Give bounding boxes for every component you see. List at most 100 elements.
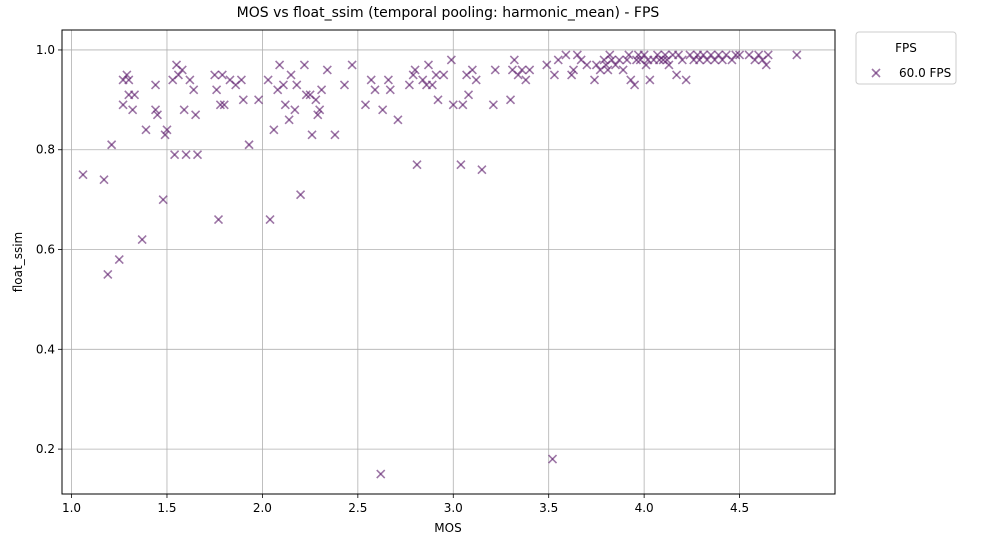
data-point [672,70,682,80]
data-point [296,190,306,200]
data-point [521,75,531,85]
y-tick-label: 0.8 [36,143,55,157]
data-point [735,50,745,60]
data-point [702,55,712,65]
data-point [122,70,132,80]
data-point [378,105,388,115]
data-point [103,269,113,280]
data-point [572,50,582,60]
data-point [278,80,288,90]
x-tick-label: 3.0 [444,501,463,515]
data-point [664,60,674,70]
data-point [439,70,449,80]
data-point [254,95,264,105]
data-point [509,55,519,65]
data-point [347,60,357,70]
y-axis-label: float_ssim [11,232,25,293]
legend-marker-x [871,68,881,78]
y-axis-ticks: 0.2 0.4 0.6 0.8 1.0 [36,43,62,456]
data-point [412,160,422,170]
data-point [431,70,441,80]
data-point [385,85,395,95]
data-point [263,75,273,85]
x-tick-label: 4.0 [635,501,654,515]
data-point [710,55,720,65]
data-point [490,65,500,75]
data-point [284,115,294,125]
legend: FPS 60.0 FPS [855,31,957,85]
chart-title: MOS vs float_ssim (temporal pooling: har… [237,5,660,21]
data-point [370,85,380,95]
data-point [177,65,187,75]
data-point [360,100,371,110]
data-point [212,85,222,95]
data-point [618,65,628,75]
data-point [410,65,420,75]
data-point [299,60,309,70]
data-point [605,50,615,60]
data-point [681,75,691,85]
data-point [210,70,220,80]
data-point [727,55,737,65]
data-point [446,55,456,65]
x-tick-label: 4.5 [730,501,749,515]
data-point [549,70,559,80]
data-point [191,110,201,120]
data-point [404,80,414,90]
data-points [78,50,802,479]
data-point [322,65,332,75]
data-point [561,50,571,60]
data-point [189,85,199,95]
legend-box [855,31,957,85]
data-point [179,105,189,115]
data-point [215,100,225,110]
data-point [582,60,592,70]
data-point [761,60,771,70]
data-point [448,100,458,110]
data-point [118,100,128,110]
legend-entry-label: 60.0 FPS [899,66,951,80]
data-point [614,55,624,65]
data-point [107,140,117,150]
data-point [639,50,649,60]
x-axis-label: MOS [434,521,461,535]
data-point [698,50,708,60]
data-point [162,125,172,135]
data-point [547,454,558,464]
data-point [173,70,183,80]
data-point [219,100,229,110]
data-point [463,90,474,100]
data-point [542,60,552,70]
data-point [553,55,563,65]
data-point [603,65,613,75]
data-point [427,80,437,90]
data-point [124,75,134,85]
y-tick-label: 0.4 [36,342,55,356]
legend-title: FPS [895,41,917,55]
data-point [607,55,617,65]
data-point [185,75,195,85]
data-point [694,55,705,65]
data-point [714,50,724,60]
data-point [505,95,516,105]
data-point [589,75,600,85]
data-point [265,215,275,225]
data-point [313,110,323,120]
data-point [170,150,180,160]
data-point [471,75,481,85]
data-point [624,50,634,60]
data-point [408,70,418,80]
y-tick-label: 1.0 [36,43,55,57]
data-point [307,130,317,140]
x-tick-label: 3.5 [539,501,558,515]
data-point [631,55,642,65]
data-point [152,110,162,120]
plot-frame [61,29,836,495]
x-axis-ticks: 1.0 1.5 2.0 2.5 3.0 3.5 4.0 4.5 [62,494,749,515]
data-point [393,115,403,125]
data-point [160,130,170,140]
data-point [641,60,651,70]
data-point [339,80,350,90]
